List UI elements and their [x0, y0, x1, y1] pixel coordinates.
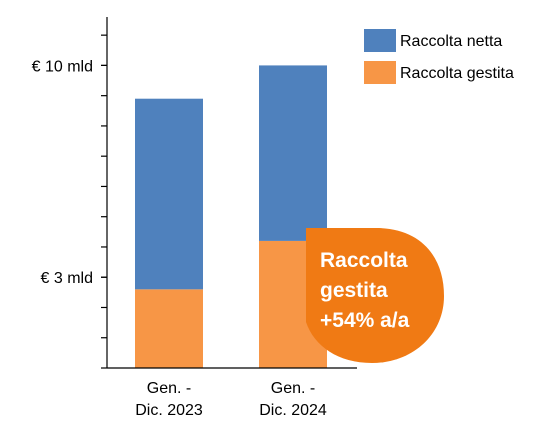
legend: Raccolta netta Raccolta gestita — [364, 29, 514, 84]
bars-layer — [135, 65, 327, 368]
y-tick-label: € 3 mld — [41, 270, 93, 287]
y-ticks — [101, 34, 107, 369]
callout-shape — [306, 228, 444, 363]
callout-text: Raccolta gestita +54% a/a — [320, 249, 410, 332]
legend-label: Raccolta gestita — [400, 65, 514, 82]
legend-label: Raccolta netta — [400, 33, 502, 50]
y-tick-labels: € 3 mld € 10 mld — [32, 58, 93, 287]
x-tick-label: Gen. -Dic. 2023 — [135, 380, 203, 419]
callout-bubble: Raccolta gestita +54% a/a — [306, 228, 444, 363]
legend-swatch — [364, 29, 396, 52]
legend-swatch — [364, 61, 396, 84]
bar-segment — [259, 65, 327, 241]
x-tick-label: Gen. -Dic. 2024 — [259, 380, 327, 419]
y-tick-label: € 10 mld — [32, 58, 93, 75]
bar-segment — [135, 289, 203, 368]
bar-segment — [135, 98, 203, 290]
x-tick-labels: Gen. -Dic. 2023 Gen. -Dic. 2024 — [135, 380, 327, 419]
